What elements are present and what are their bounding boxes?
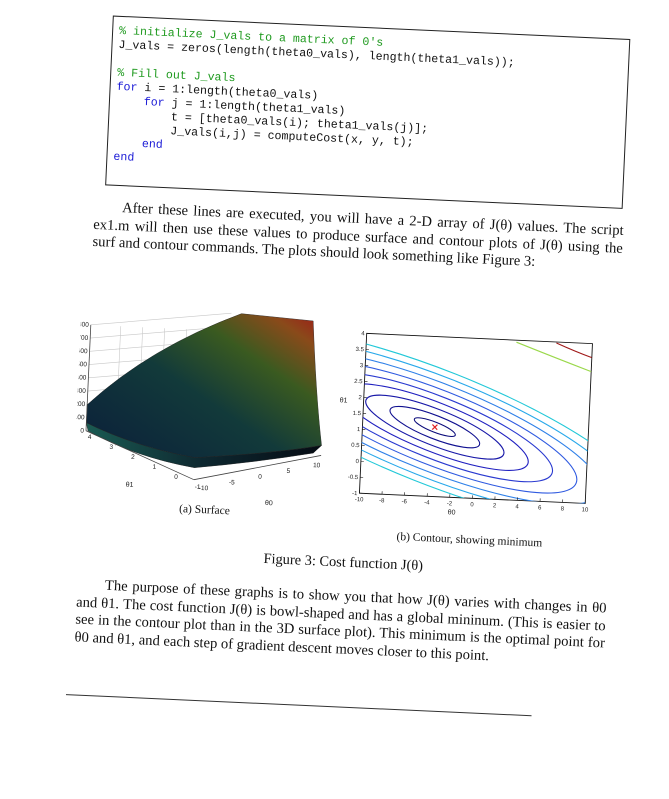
y-axis-label: θ1 bbox=[126, 482, 134, 489]
y-tick-label: 0 bbox=[174, 474, 178, 481]
z-tick-label: 0 bbox=[80, 427, 84, 434]
x-tick-label: -2 bbox=[447, 501, 453, 507]
y-tick-label: 3.5 bbox=[355, 347, 364, 353]
z-tick-label: 400 bbox=[75, 374, 87, 382]
y-tick-label: 1 bbox=[357, 427, 361, 433]
x-tick-label: -5 bbox=[229, 479, 235, 486]
footnote-rule bbox=[66, 694, 532, 716]
y-tick-label: 1 bbox=[152, 464, 156, 471]
x-tick-label: -10 bbox=[355, 497, 365, 503]
y-tick-label: 3 bbox=[360, 363, 364, 369]
x-tick-label: -4 bbox=[424, 500, 430, 506]
x-tick-label: 4 bbox=[515, 504, 519, 510]
y-tick-label: 2 bbox=[358, 395, 362, 401]
x-axis-label: θ0 bbox=[265, 500, 273, 507]
x-tick-label: -10 bbox=[199, 485, 209, 492]
paragraph-text: The purpose of these graphs is to show y… bbox=[74, 577, 607, 671]
contour-plot: -10 -8 -6 -4 -2 0 2 4 6 8 10 -1 -0.5 0 0.5 1 1.5 2 2.5 3 3.5… bbox=[330, 328, 601, 540]
y-axis-label: θ1 bbox=[340, 397, 348, 404]
z-tick-label: 500 bbox=[76, 361, 88, 369]
x-tick-label: 5 bbox=[286, 468, 290, 475]
code-keyword: for bbox=[116, 81, 137, 95]
y-tick-label: 1.5 bbox=[353, 411, 362, 417]
z-tick-label: 700 bbox=[77, 335, 89, 343]
x-axis-label: θ0 bbox=[448, 509, 456, 516]
x-tick-label: 8 bbox=[561, 506, 565, 512]
x-tick-label: -8 bbox=[379, 498, 385, 504]
x-tick-label: 0 bbox=[258, 474, 262, 481]
code-line: end bbox=[114, 137, 163, 152]
body-paragraph: After these lines are executed, you will… bbox=[92, 199, 624, 275]
x-tick-label: 10 bbox=[581, 507, 589, 513]
x-tick-label: 6 bbox=[538, 505, 542, 511]
y-tick-label: 0.5 bbox=[351, 443, 360, 449]
x-tick-label: 10 bbox=[313, 462, 321, 469]
x-tick-label: -6 bbox=[401, 499, 407, 505]
y-tick-label: -0.5 bbox=[348, 475, 359, 481]
z-tick-label: 100 bbox=[74, 414, 86, 422]
y-tick-label: 2.5 bbox=[354, 379, 363, 385]
code-listing: % initialize J_vals to a matrix of 0's J… bbox=[105, 16, 630, 209]
y-tick-label: 4 bbox=[88, 434, 92, 441]
code-line: end bbox=[113, 151, 134, 165]
y-tick-label: 2 bbox=[131, 454, 135, 461]
z-tick-label: 300 bbox=[75, 387, 87, 395]
y-tick-label: -1 bbox=[352, 491, 358, 497]
code-keyword: for bbox=[116, 95, 165, 110]
paragraph-text: After these lines are executed, you will… bbox=[92, 199, 624, 275]
y-tick-label: 4 bbox=[361, 331, 365, 337]
z-tick-label: 800 bbox=[78, 321, 90, 329]
z-tick-label: 200 bbox=[74, 401, 86, 409]
z-tick-label: 600 bbox=[77, 348, 89, 356]
x-tick-label: 2 bbox=[493, 503, 497, 509]
x-tick-label: 0 bbox=[470, 502, 474, 508]
surface-plot: 800700600500400300200100043210-1-10-5051… bbox=[73, 304, 352, 516]
y-tick-label: 3 bbox=[109, 444, 113, 451]
body-paragraph: The purpose of these graphs is to show y… bbox=[74, 577, 607, 671]
y-tick-label: 0 bbox=[355, 459, 359, 465]
